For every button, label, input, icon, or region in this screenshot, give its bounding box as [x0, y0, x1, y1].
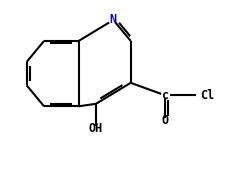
Text: OH: OH	[89, 122, 103, 135]
Text: Cl: Cl	[200, 89, 214, 102]
Text: N: N	[110, 14, 117, 27]
Text: O: O	[162, 114, 169, 127]
Text: c: c	[162, 89, 169, 102]
